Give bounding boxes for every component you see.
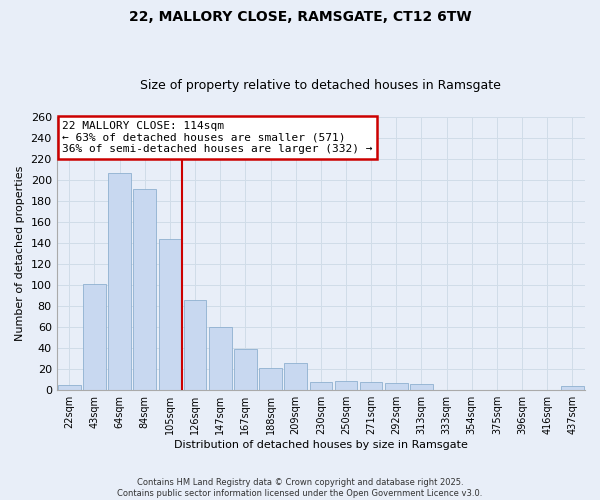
Bar <box>410 384 433 390</box>
Text: 22 MALLORY CLOSE: 114sqm
← 63% of detached houses are smaller (571)
36% of semi-: 22 MALLORY CLOSE: 114sqm ← 63% of detach… <box>62 121 373 154</box>
Bar <box>561 386 584 390</box>
Bar <box>234 349 257 390</box>
Bar <box>83 284 106 390</box>
Bar <box>259 368 282 390</box>
Bar <box>158 239 181 390</box>
Bar <box>209 327 232 390</box>
Title: Size of property relative to detached houses in Ramsgate: Size of property relative to detached ho… <box>140 79 501 92</box>
Bar <box>58 385 80 390</box>
Bar <box>335 380 358 390</box>
X-axis label: Distribution of detached houses by size in Ramsgate: Distribution of detached houses by size … <box>174 440 468 450</box>
Bar <box>108 172 131 390</box>
Bar <box>133 190 156 390</box>
Y-axis label: Number of detached properties: Number of detached properties <box>15 166 25 341</box>
Bar <box>184 300 206 390</box>
Bar <box>310 382 332 390</box>
Text: 22, MALLORY CLOSE, RAMSGATE, CT12 6TW: 22, MALLORY CLOSE, RAMSGATE, CT12 6TW <box>128 10 472 24</box>
Bar <box>284 363 307 390</box>
Bar <box>360 382 382 390</box>
Text: Contains HM Land Registry data © Crown copyright and database right 2025.
Contai: Contains HM Land Registry data © Crown c… <box>118 478 482 498</box>
Bar <box>385 383 407 390</box>
